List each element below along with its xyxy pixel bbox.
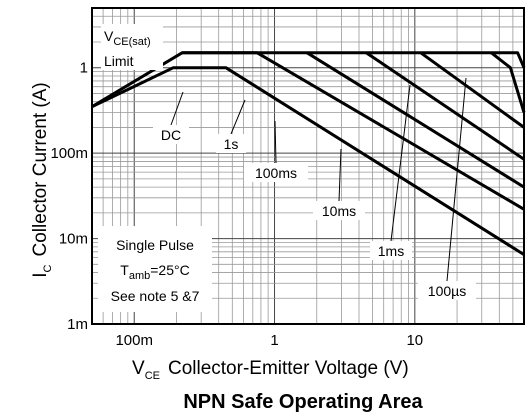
note-box: Single Pulse Tamb=25°C See note 5 &7 — [98, 226, 212, 312]
curve-label-bg — [370, 241, 412, 260]
note-temp-value: =25°C — [150, 262, 189, 278]
note-temp-sub: amb — [129, 270, 150, 282]
note-temp-symbol: T — [120, 262, 129, 278]
curve-label-text: 10ms — [322, 203, 356, 219]
curve-label-bg — [418, 281, 476, 300]
y-tick-label: 1 — [80, 60, 88, 77]
curve-label-text: 1ms — [378, 243, 404, 259]
svg-text:ICCollector Current (A): IC Collector Current (A) — [30, 82, 54, 277]
vcesat-limit-label: VCE(sat) Limit — [101, 24, 163, 70]
curve-label: 100ms — [244, 120, 308, 182]
x-axis-sub: CE — [145, 370, 160, 382]
series-line — [490, 51, 526, 113]
series-line — [306, 51, 525, 189]
curve-label: 1s — [216, 99, 246, 153]
curve-label-bg — [313, 201, 365, 220]
leader-line — [274, 120, 277, 164]
y-tick-label: 100m — [50, 145, 88, 162]
curve-label-text: 100µs — [428, 283, 466, 299]
curve-label-bg — [244, 163, 308, 182]
vcesat-sub: CE(sat) — [113, 36, 150, 48]
vcesat-limit-line — [91, 51, 526, 108]
y-axis-label: IC Collector Current (A) — [30, 82, 54, 277]
vcesat-symbol: V — [104, 28, 114, 44]
svg-text:VCE(sat): VCE(sat) — [104, 28, 151, 48]
x-axis-label: VCE Collector-Emitter Voltage (V) — [132, 358, 409, 382]
series-line — [365, 51, 525, 161]
leader-line — [446, 77, 467, 282]
curves — [91, 51, 526, 256]
y-axis-text: Collector Current (A) — [30, 82, 51, 256]
curve-label-bg — [216, 134, 246, 153]
curve-label-bg — [153, 125, 189, 144]
leader-line — [338, 148, 342, 202]
leader-line — [390, 84, 411, 242]
curve-label-text: 100ms — [255, 165, 297, 181]
x-axis-symbol: V — [132, 358, 145, 379]
annotations: DC 1s 100ms 10ms 1ms 100µs — [153, 77, 476, 300]
curve-label: 100µs — [418, 77, 476, 300]
series-line — [182, 51, 525, 211]
x-tick-label: 10 — [406, 332, 423, 349]
chart-title: NPN Safe Operating Area — [183, 391, 423, 413]
curve-label-text: 1s — [224, 136, 239, 152]
curve-label: 10ms — [313, 148, 365, 220]
x-axis-text: Collector-Emitter Voltage (V) — [168, 358, 409, 379]
x-tick-label: 100m — [115, 332, 153, 349]
curve-label-text: DC — [161, 127, 181, 143]
note-line-1: Single Pulse — [116, 237, 194, 253]
y-tick-label: 10m — [59, 231, 88, 248]
y-tick-label: 1m — [67, 316, 88, 333]
note-line-3: See note 5 &7 — [111, 288, 200, 304]
leader-line — [230, 99, 246, 135]
series-line — [419, 51, 525, 129]
y-axis-sub: C — [42, 264, 54, 272]
curve-label: DC — [153, 91, 189, 144]
vcesat-limit-text: Limit — [104, 53, 134, 69]
plot-frame — [91, 7, 525, 325]
svg-text:Tamb=25°C: Tamb=25°C — [120, 262, 189, 282]
leader-line — [170, 91, 184, 126]
curve-label: 1ms — [370, 84, 412, 260]
series-line — [91, 66, 525, 256]
y-axis-symbol: I — [30, 272, 51, 277]
x-tick-label: 1 — [270, 332, 278, 349]
ticks: 100m 1 10 1 100m 10m 1m — [50, 60, 423, 349]
